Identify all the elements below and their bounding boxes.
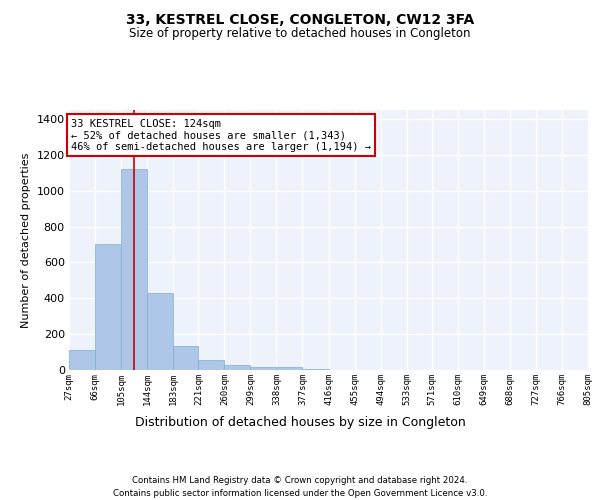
Y-axis label: Number of detached properties: Number of detached properties <box>21 152 31 328</box>
Bar <box>95 244 121 370</box>
Bar <box>224 364 250 370</box>
Bar <box>250 368 277 370</box>
Bar <box>277 368 302 370</box>
Text: Contains HM Land Registry data © Crown copyright and database right 2024.: Contains HM Land Registry data © Crown c… <box>132 476 468 485</box>
Text: Distribution of detached houses by size in Congleton: Distribution of detached houses by size … <box>134 416 466 429</box>
Text: 33, KESTREL CLOSE, CONGLETON, CW12 3FA: 33, KESTREL CLOSE, CONGLETON, CW12 3FA <box>126 12 474 26</box>
Text: Size of property relative to detached houses in Congleton: Size of property relative to detached ho… <box>129 28 471 40</box>
Text: 33 KESTREL CLOSE: 124sqm
← 52% of detached houses are smaller (1,343)
46% of sem: 33 KESTREL CLOSE: 124sqm ← 52% of detach… <box>71 118 371 152</box>
Bar <box>199 360 224 370</box>
Bar <box>302 369 329 370</box>
Bar <box>147 293 173 370</box>
Bar <box>69 350 95 370</box>
Bar <box>121 169 147 370</box>
Text: Contains public sector information licensed under the Open Government Licence v3: Contains public sector information licen… <box>113 489 487 498</box>
Bar <box>173 346 199 370</box>
